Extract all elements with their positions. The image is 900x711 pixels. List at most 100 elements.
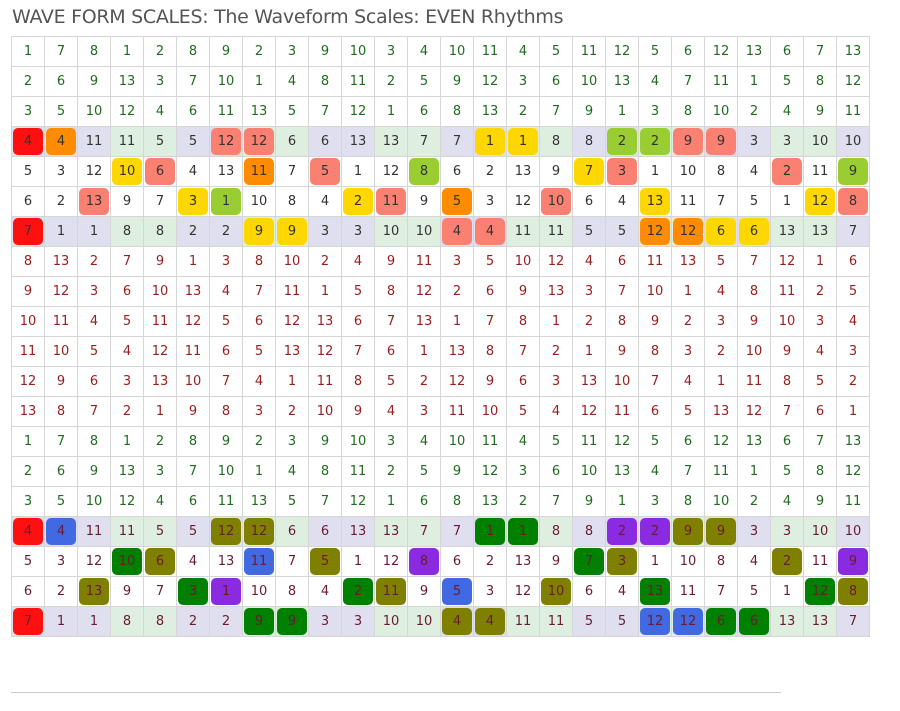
grid-cell: 12	[11, 366, 45, 397]
cell-value: 6	[23, 584, 33, 599]
cell-value: 11	[646, 254, 664, 269]
grid-cell: 9	[209, 36, 243, 67]
grid-cell: 10	[209, 66, 243, 97]
cell-value: 3	[386, 44, 396, 59]
cell-value: 9	[815, 104, 825, 119]
grid-cell: 5	[308, 546, 342, 577]
cell-value: 8	[617, 314, 627, 329]
grid-cell: 9	[308, 426, 342, 457]
grid-cell: 13	[638, 186, 672, 217]
grid-cell: 11	[440, 396, 474, 427]
grid-cell: 11	[242, 546, 276, 577]
grid-row: 7 1 1 8 8 2 2 9 9 3 3 10 10 4 4 11 11 5 5 12 12 6 6 13 13 7	[11, 606, 870, 637]
grid-cell: 12	[539, 246, 573, 277]
grid-cell: 4	[440, 606, 474, 637]
cell-value: 13	[613, 74, 631, 89]
grid-cell: 9	[539, 156, 573, 187]
grid-cell: 5	[770, 456, 804, 487]
cell-value: 2	[782, 164, 792, 179]
cell-value: 7	[254, 284, 264, 299]
cell-value: 11	[514, 614, 532, 629]
grid-cell: 3	[605, 546, 639, 577]
grid-cell: 13	[77, 576, 111, 607]
cell-value: 2	[386, 74, 396, 89]
grid-cell: 8	[77, 426, 111, 457]
grid-cell: 9	[374, 246, 408, 277]
grid-cell: 12	[671, 216, 705, 247]
cell-value: 11	[811, 554, 829, 569]
cell-value: 11	[712, 464, 730, 479]
cell-value: 3	[419, 404, 429, 419]
cell-value: 9	[353, 404, 363, 419]
grid-cell: 9	[242, 606, 276, 637]
cell-value: 2	[650, 134, 660, 149]
grid-cell: 10	[440, 36, 474, 67]
cell-value: 4	[650, 74, 660, 89]
cell-value: 1	[683, 284, 693, 299]
grid-cell: 12	[770, 246, 804, 277]
grid-cell: 4	[770, 96, 804, 127]
grid-cell: 2	[44, 186, 78, 217]
grid-cell: 4	[506, 36, 540, 67]
grid-cell: 1	[638, 546, 672, 577]
grid-cell: 12	[506, 186, 540, 217]
grid-cell: 12	[638, 606, 672, 637]
grid-cell: 13	[341, 126, 375, 157]
cell-value: 8	[815, 74, 825, 89]
cell-value: 11	[679, 584, 697, 599]
grid-cell: 8	[704, 546, 738, 577]
cell-value: 7	[584, 554, 594, 569]
cell-value: 4	[617, 194, 627, 209]
cell-value: 10	[85, 104, 103, 119]
cell-value: 7	[56, 434, 66, 449]
grid-cell: 13	[506, 156, 540, 187]
grid-row: 6 2 13 9 7 3 1 10 8 4 2 11 9 5 3 12 10 6 4 13 11 7 5 1 12 8	[11, 576, 870, 607]
cell-value: 13	[778, 614, 796, 629]
cell-value: 1	[749, 74, 759, 89]
grid-cell: 1	[44, 606, 78, 637]
cell-value: 13	[85, 194, 103, 209]
cell-value: 3	[56, 164, 66, 179]
grid-cell: 10	[407, 606, 441, 637]
grid-cell: 3	[308, 216, 342, 247]
grid-cell: 2	[770, 546, 804, 577]
cell-value: 9	[782, 344, 792, 359]
cell-value: 11	[844, 104, 862, 119]
grid-cell: 9	[77, 456, 111, 487]
grid-cell: 8	[308, 66, 342, 97]
cell-value: 5	[551, 44, 561, 59]
grid-cell: 5	[341, 276, 375, 307]
grid-cell: 13	[176, 276, 210, 307]
grid-cell: 11	[836, 96, 870, 127]
grid-cell: 4	[143, 96, 177, 127]
grid-cell: 10	[341, 36, 375, 67]
cell-value: 6	[56, 74, 66, 89]
grid-cell: 5	[176, 516, 210, 547]
grid-cell: 3	[44, 156, 78, 187]
grid-cell: 12	[704, 426, 738, 457]
cell-value: 13	[151, 374, 169, 389]
grid-cell: 8	[605, 306, 639, 337]
cell-value: 13	[217, 164, 235, 179]
grid-cell: 11	[473, 426, 507, 457]
cell-value: 11	[349, 464, 367, 479]
cell-value: 2	[188, 224, 198, 239]
grid-cell: 5	[605, 606, 639, 637]
cell-value: 3	[188, 194, 198, 209]
grid-cell: 10	[704, 486, 738, 517]
grid-cell: 9	[836, 546, 870, 577]
grid-cell: 6	[209, 336, 243, 367]
cell-value: 8	[683, 104, 693, 119]
cell-value: 9	[617, 344, 627, 359]
grid-cell: 7	[737, 246, 771, 277]
grid-row: 3 5 10 12 4 6 11 13 5 7 12 1 6 8 13 2 7 9 1 3 8 10 2 4 9 11	[11, 486, 870, 517]
grid-cell: 4	[407, 426, 441, 457]
cell-value: 13	[811, 224, 829, 239]
grid-cell: 12	[704, 36, 738, 67]
grid-row: 6 2 13 9 7 3 1 10 8 4 2 11 9 5 3 12 10 6 4 13 11 7 5 1 12 8	[11, 186, 870, 217]
cell-value: 13	[382, 134, 400, 149]
cell-value: 1	[749, 464, 759, 479]
cell-value: 13	[679, 254, 697, 269]
cell-value: 10	[646, 284, 664, 299]
grid-cell: 2	[506, 96, 540, 127]
